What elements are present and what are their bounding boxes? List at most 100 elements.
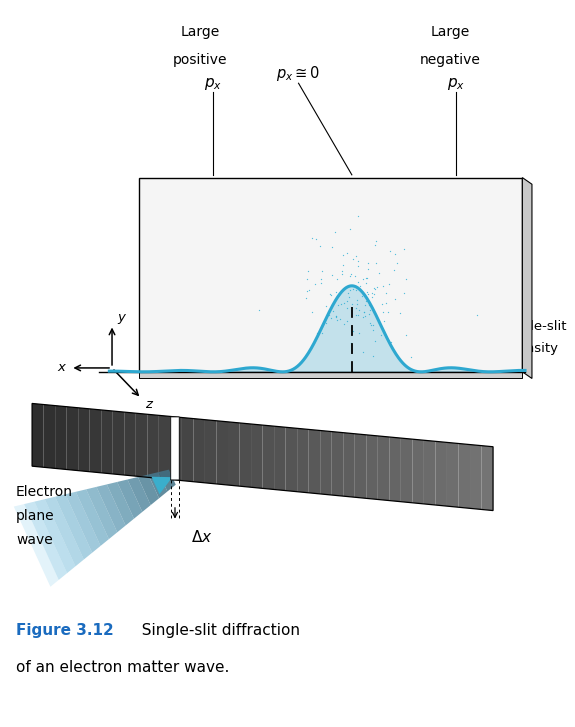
Text: Single-slit: Single-slit: [501, 320, 566, 333]
Point: [399, 286, 408, 298]
Point: [381, 297, 390, 309]
Point: [396, 308, 405, 319]
Point: [379, 315, 388, 326]
Polygon shape: [136, 413, 147, 477]
Point: [346, 337, 355, 349]
Point: [386, 246, 395, 257]
Polygon shape: [366, 435, 378, 499]
Polygon shape: [90, 409, 101, 473]
Point: [370, 289, 379, 300]
Point: [364, 299, 373, 310]
Point: [345, 292, 354, 303]
Polygon shape: [117, 480, 143, 518]
Polygon shape: [124, 412, 136, 476]
Polygon shape: [34, 499, 75, 573]
Polygon shape: [309, 430, 320, 494]
Point: [357, 291, 366, 302]
Text: x: x: [57, 361, 65, 374]
Text: Large: Large: [181, 25, 220, 39]
Point: [362, 296, 371, 308]
Point: [354, 210, 363, 222]
Point: [325, 310, 334, 321]
Point: [325, 288, 335, 300]
Text: $p_x \cong 0$: $p_x \cong 0$: [277, 64, 321, 84]
Polygon shape: [193, 419, 205, 483]
Point: [343, 248, 352, 260]
Point: [342, 302, 351, 313]
Point: [369, 283, 378, 294]
Point: [327, 289, 336, 301]
Point: [365, 308, 374, 320]
Point: [355, 305, 364, 316]
Point: [390, 265, 399, 276]
Polygon shape: [424, 441, 435, 505]
Point: [348, 283, 358, 294]
Polygon shape: [148, 472, 167, 498]
Polygon shape: [240, 423, 251, 487]
Point: [362, 286, 371, 297]
Point: [352, 309, 361, 321]
Point: [348, 253, 357, 265]
Point: [359, 311, 368, 323]
Point: [359, 306, 369, 318]
Point: [362, 293, 371, 305]
Point: [328, 305, 337, 317]
Text: $p_x$: $p_x$: [204, 76, 223, 92]
Text: Large: Large: [431, 25, 470, 39]
Point: [362, 272, 371, 284]
Point: [401, 273, 411, 285]
Polygon shape: [378, 436, 389, 501]
Point: [310, 278, 319, 289]
Point: [312, 327, 321, 339]
Polygon shape: [228, 422, 240, 486]
Point: [308, 232, 317, 244]
Point: [391, 248, 400, 260]
Polygon shape: [86, 487, 117, 539]
Point: [377, 329, 386, 341]
Text: negative: negative: [420, 52, 481, 67]
Polygon shape: [55, 406, 67, 470]
Polygon shape: [139, 177, 522, 371]
Point: [354, 255, 363, 267]
Polygon shape: [182, 417, 193, 482]
Point: [369, 319, 378, 331]
Point: [335, 313, 344, 325]
Point: [350, 270, 359, 282]
Point: [348, 325, 357, 337]
Point: [345, 270, 354, 282]
Text: $\Delta x$: $\Delta x$: [191, 529, 213, 545]
Polygon shape: [216, 421, 228, 485]
Point: [383, 306, 392, 318]
Polygon shape: [481, 446, 493, 510]
Point: [390, 294, 399, 305]
Point: [355, 284, 364, 296]
Polygon shape: [113, 411, 124, 475]
Text: intensity: intensity: [501, 342, 559, 356]
Point: [472, 310, 481, 321]
Point: [308, 306, 317, 318]
Polygon shape: [147, 414, 159, 478]
Text: of an electron matter wave.: of an electron matter wave.: [16, 660, 229, 675]
Polygon shape: [251, 424, 263, 489]
Point: [358, 273, 367, 285]
Point: [402, 329, 411, 341]
Point: [378, 307, 388, 318]
Polygon shape: [14, 504, 59, 587]
Point: [363, 257, 373, 269]
Point: [343, 287, 352, 299]
Point: [371, 236, 380, 247]
Point: [343, 295, 352, 307]
Point: [332, 273, 342, 285]
Point: [333, 300, 342, 311]
Point: [360, 300, 369, 311]
Polygon shape: [107, 482, 134, 526]
Point: [352, 284, 361, 296]
Point: [352, 294, 362, 306]
Point: [359, 346, 368, 358]
Point: [326, 312, 335, 324]
Point: [354, 276, 363, 288]
Polygon shape: [412, 439, 424, 504]
Polygon shape: [159, 470, 176, 491]
Polygon shape: [401, 438, 412, 503]
Polygon shape: [320, 430, 332, 495]
